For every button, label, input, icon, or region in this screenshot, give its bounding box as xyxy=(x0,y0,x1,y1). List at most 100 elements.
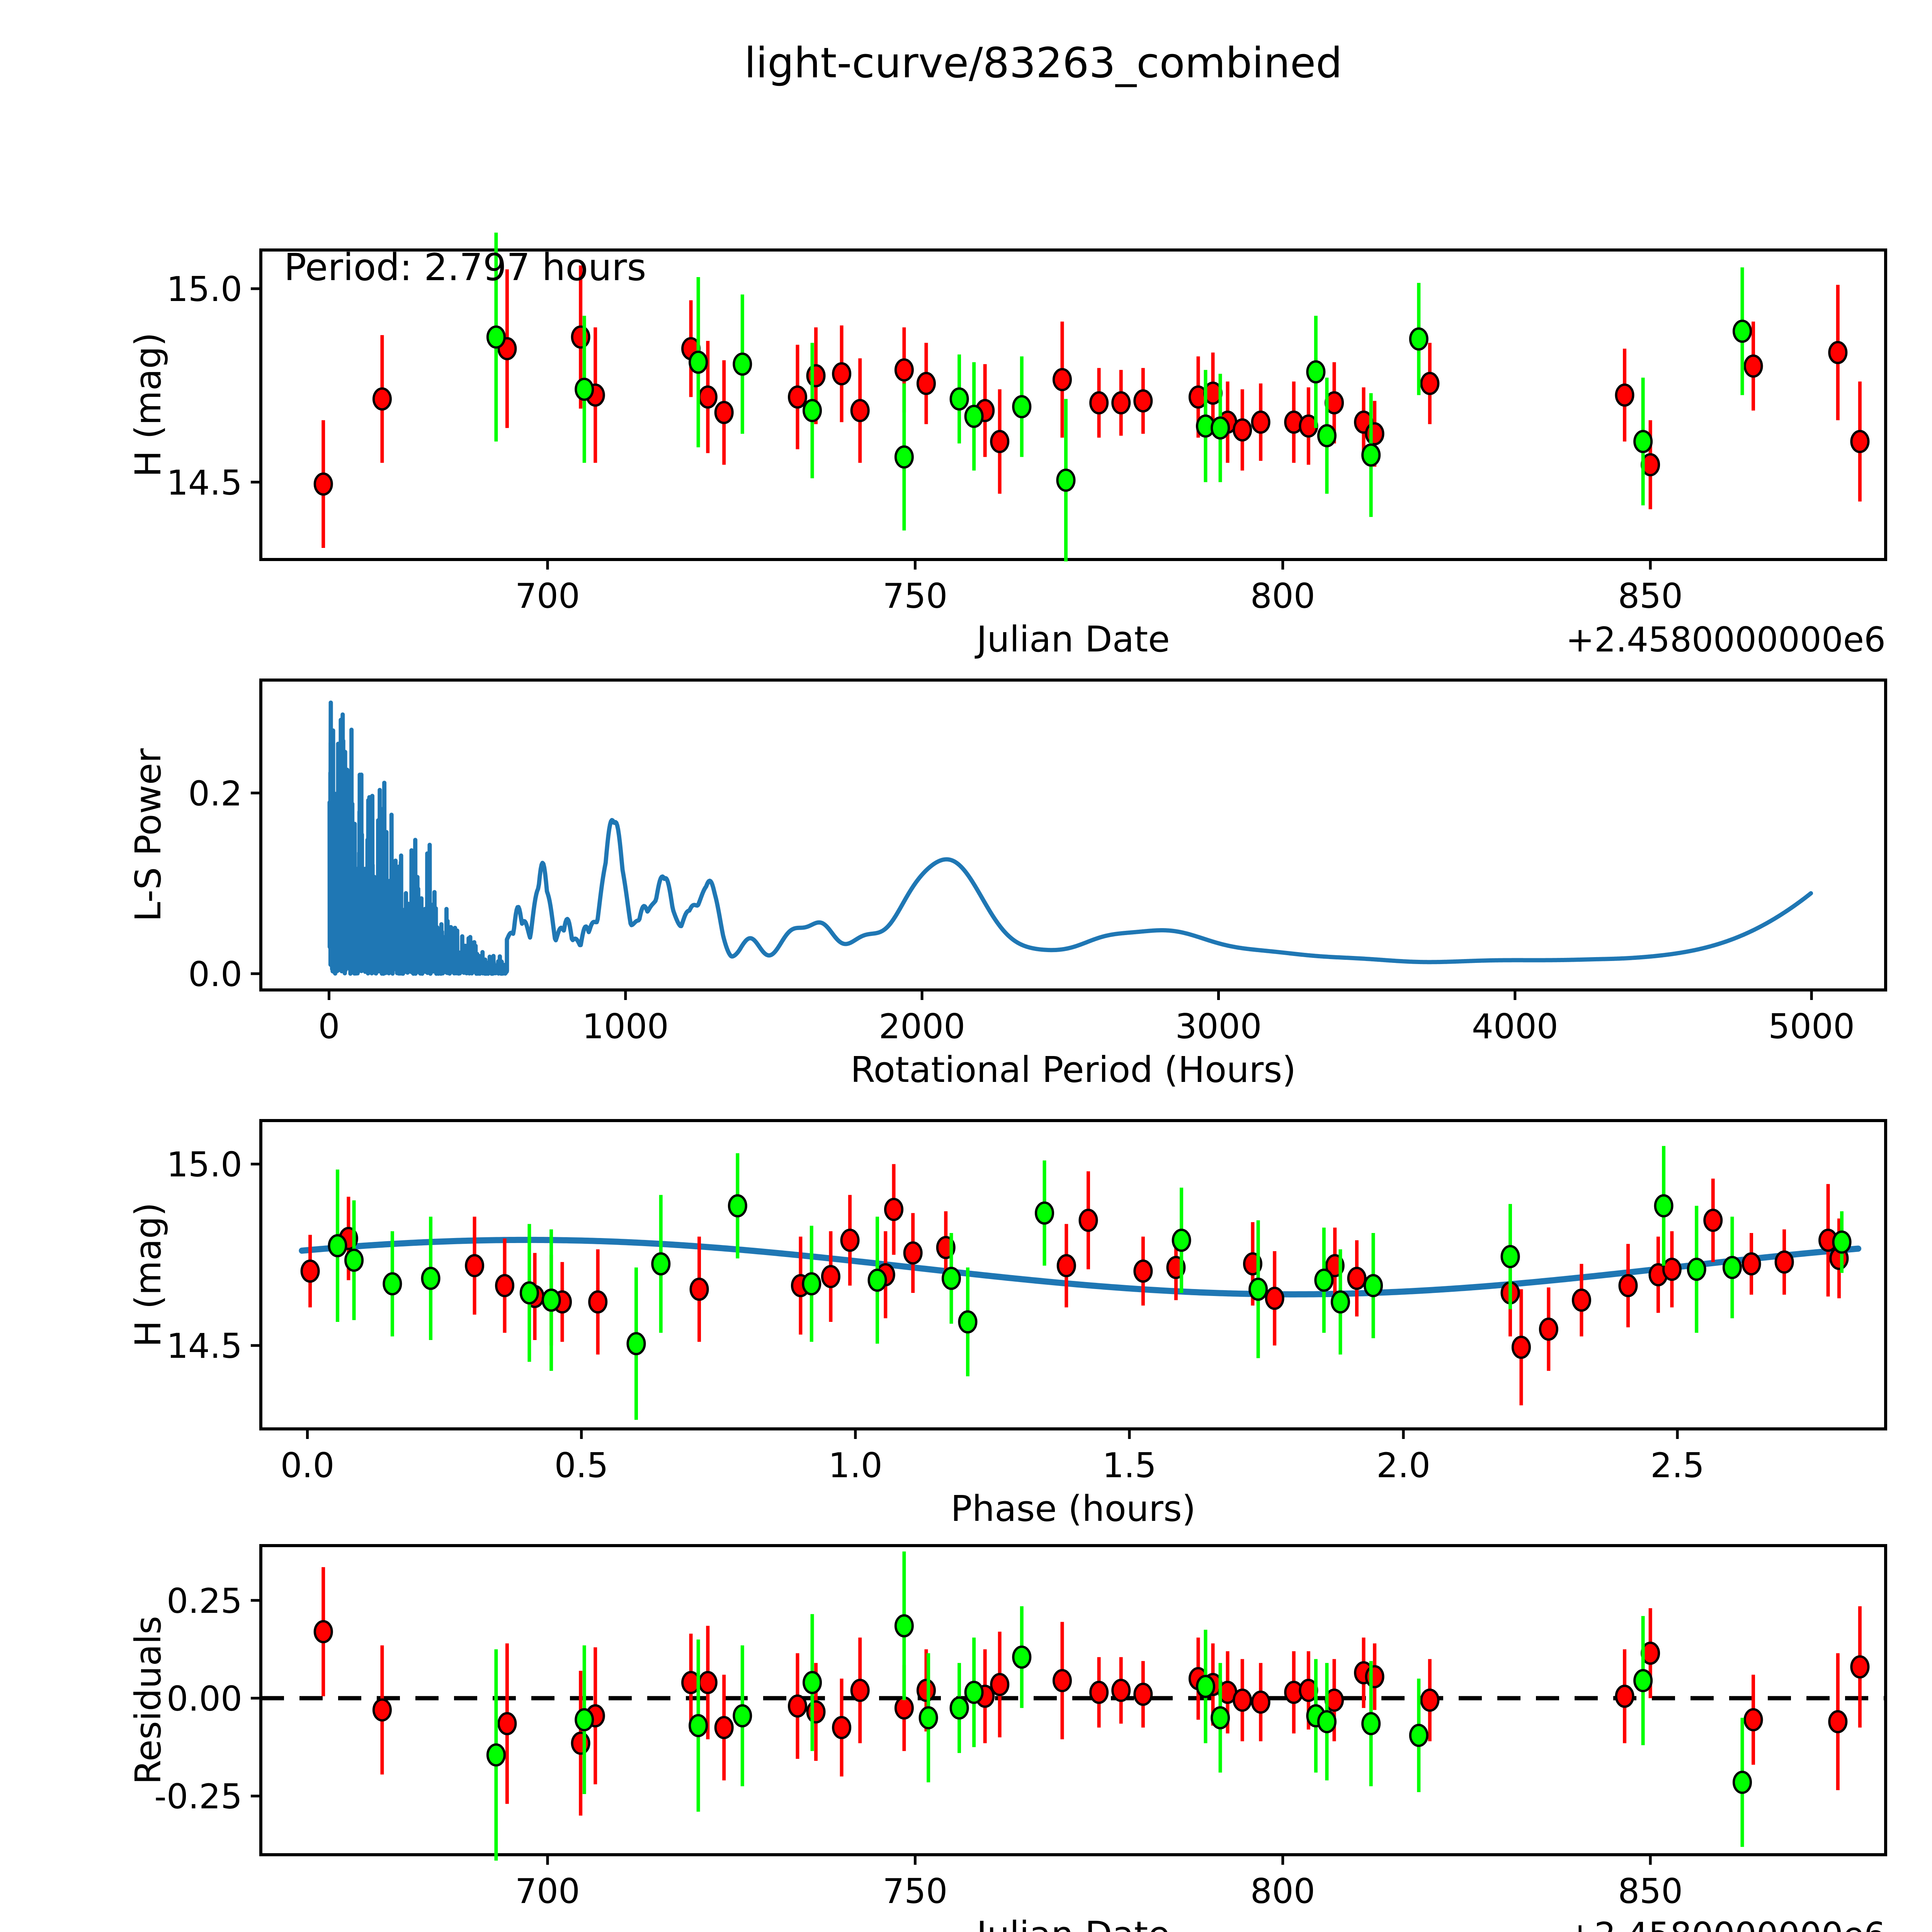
xtick-label-periodogram-2: 2000 xyxy=(879,1007,965,1046)
panel-lightcurve: 700 750 800 850 15.0 14.5 Julian Date H (mag) +2… xyxy=(128,232,1887,660)
data-point xyxy=(575,378,594,401)
yaxis-label-periodogram: L-S Power xyxy=(128,748,169,922)
data-point xyxy=(1732,320,1752,343)
data-point xyxy=(964,1680,984,1704)
ytick-label-periodogram-0: 0.0 xyxy=(188,954,242,994)
data-point xyxy=(714,1716,734,1739)
data-point xyxy=(1211,416,1230,440)
data-point xyxy=(1133,1259,1153,1283)
ytick-label-residuals-1: 0.00 xyxy=(167,1679,242,1719)
data-point xyxy=(1211,1706,1230,1730)
xtick-label-phase-5: 2.5 xyxy=(1650,1446,1704,1485)
data-point xyxy=(949,387,969,411)
xtick-label-periodogram-0: 0 xyxy=(318,1007,340,1046)
data-point xyxy=(1703,1209,1723,1232)
data-point xyxy=(519,1281,539,1304)
xtick-label-residuals-1: 750 xyxy=(883,1871,947,1911)
data-point xyxy=(1133,1682,1153,1706)
data-point xyxy=(1133,389,1153,413)
data-point xyxy=(1052,368,1072,391)
data-point xyxy=(1317,1710,1337,1733)
data-point xyxy=(1111,1679,1131,1702)
data-point xyxy=(803,399,822,422)
data-point xyxy=(990,1673,1010,1696)
data-point xyxy=(588,1290,608,1314)
data-point xyxy=(1172,1228,1191,1252)
data-point xyxy=(894,1696,914,1720)
data-point xyxy=(575,1708,594,1731)
xtick-label-periodogram-3: 3000 xyxy=(1175,1007,1262,1046)
ytick-label-lightcurve-0: 15.0 xyxy=(167,269,242,309)
data-point xyxy=(300,1259,320,1283)
data-point xyxy=(1365,422,1384,446)
data-point xyxy=(1828,1710,1848,1733)
panel-group: 700 750 800 850 15.0 14.5 Julian Date H (mag) +2… xyxy=(128,232,1887,1932)
data-point xyxy=(894,358,914,382)
ytick-label-periodogram-1: 0.2 xyxy=(188,774,242,813)
data-point xyxy=(1089,391,1109,415)
xtick-label-periodogram-1: 1000 xyxy=(582,1007,669,1046)
panel-residuals: 700 750 800 850 0.25 0.00 -0.25 Julian Date Resi… xyxy=(128,1544,1887,1932)
xtick-label-residuals-2: 800 xyxy=(1250,1871,1315,1911)
data-point xyxy=(1265,1287,1284,1310)
data-point xyxy=(867,1269,887,1292)
data-point xyxy=(832,362,852,386)
data-point xyxy=(421,1267,440,1290)
data-point xyxy=(949,1696,969,1720)
data-point xyxy=(1539,1317,1558,1341)
xtick-label-phase-0: 0.0 xyxy=(281,1446,335,1485)
data-point xyxy=(1743,354,1763,378)
data-point xyxy=(733,1704,752,1728)
xtick-label-phase-1: 0.5 xyxy=(554,1446,609,1485)
data-point xyxy=(1743,1708,1763,1731)
ytick-label-lightcurve-1: 14.5 xyxy=(167,463,242,503)
data-point xyxy=(728,1194,747,1218)
yaxis-label-lightcurve: H (mag) xyxy=(128,332,169,477)
data-point xyxy=(486,325,506,349)
data-point xyxy=(1012,1645,1032,1669)
data-point xyxy=(832,1716,852,1739)
data-point xyxy=(698,1671,718,1694)
data-point xyxy=(1052,1669,1072,1692)
data-point xyxy=(1615,383,1634,407)
xtick-label-lightcurve-3: 850 xyxy=(1618,576,1683,616)
ytick-label-residuals-2: -0.25 xyxy=(154,1777,242,1816)
datapoints-lightcurve-red xyxy=(313,325,1870,496)
periodogram-curve xyxy=(327,700,1813,976)
datapoints-lightcurve-green xyxy=(486,320,1752,492)
data-point xyxy=(344,1248,364,1272)
data-point xyxy=(313,1620,333,1643)
data-point xyxy=(1089,1680,1109,1704)
data-point xyxy=(1633,430,1653,453)
data-point xyxy=(1365,1665,1384,1689)
data-point xyxy=(850,399,870,422)
data-point xyxy=(651,1252,671,1276)
xtick-label-phase-4: 2.0 xyxy=(1376,1446,1430,1485)
ytick-label-residuals-0: 0.25 xyxy=(167,1581,242,1621)
xtick-label-phase-3: 1.5 xyxy=(1102,1446,1156,1485)
data-point xyxy=(465,1254,485,1277)
axes-frame-lightcurve xyxy=(259,248,1887,561)
ytick-label-phase-1: 14.5 xyxy=(167,1326,242,1366)
phase-fit-curve xyxy=(299,1236,1862,1298)
xaxis-offset-label-lightcurve: +2.4580000000e6 xyxy=(1566,620,1886,660)
data-point xyxy=(1633,1669,1653,1692)
axes-frame-phase xyxy=(259,1119,1887,1430)
data-point xyxy=(1233,418,1252,442)
data-point xyxy=(1361,443,1381,467)
ytick-label-phase-0: 15.0 xyxy=(167,1145,242,1185)
data-point xyxy=(383,1272,402,1296)
data-point xyxy=(1196,1675,1215,1698)
xtick-label-residuals-0: 700 xyxy=(515,1871,580,1911)
data-point xyxy=(1850,1655,1870,1679)
data-point xyxy=(1420,372,1440,395)
data-point xyxy=(1056,1254,1076,1277)
xtick-label-residuals-3: 850 xyxy=(1618,1871,1683,1911)
data-point xyxy=(916,1679,936,1702)
data-point xyxy=(1233,1689,1252,1712)
data-point xyxy=(1850,430,1870,453)
data-point xyxy=(1832,1230,1852,1254)
data-point xyxy=(1012,395,1032,418)
data-point xyxy=(1317,424,1337,447)
